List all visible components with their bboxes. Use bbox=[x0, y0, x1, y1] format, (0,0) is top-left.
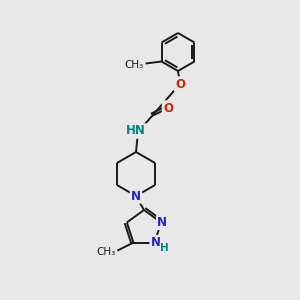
Text: N: N bbox=[151, 236, 160, 249]
Text: HN: HN bbox=[126, 124, 146, 137]
Text: N: N bbox=[157, 216, 167, 229]
Text: CH₃: CH₃ bbox=[96, 247, 116, 256]
Text: H: H bbox=[160, 243, 169, 253]
Text: O: O bbox=[175, 77, 185, 91]
Text: CH₃: CH₃ bbox=[124, 59, 143, 70]
Text: O: O bbox=[163, 101, 173, 115]
Text: N: N bbox=[131, 190, 141, 202]
